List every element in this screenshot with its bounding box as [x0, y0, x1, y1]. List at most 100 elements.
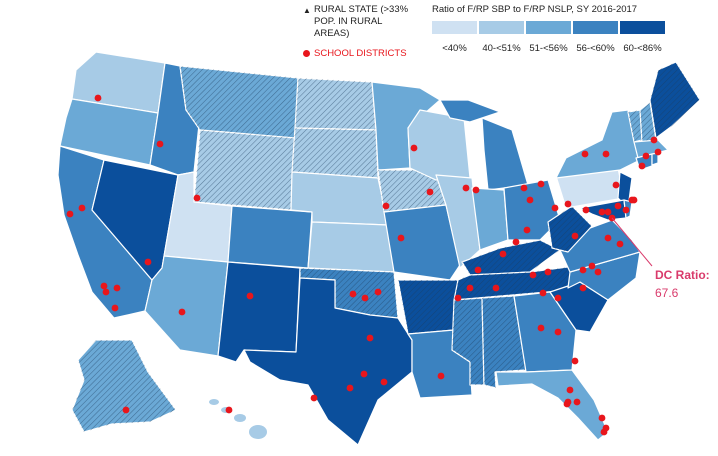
school-district-marker[interactable] — [499, 250, 507, 258]
school-district-marker[interactable] — [474, 266, 482, 274]
school-district-marker[interactable] — [246, 292, 254, 300]
school-district-marker[interactable] — [654, 148, 662, 156]
school-district-marker[interactable] — [520, 184, 528, 192]
school-district-marker[interactable] — [462, 184, 470, 192]
legend-swatch — [432, 21, 477, 34]
school-district-marker[interactable] — [382, 202, 390, 210]
school-district-marker[interactable] — [512, 238, 520, 246]
state-missouri[interactable] — [383, 204, 461, 281]
legend-swatch — [479, 21, 524, 34]
school-district-marker[interactable] — [111, 304, 119, 312]
school-district-marker[interactable] — [554, 328, 562, 336]
school-district-marker[interactable] — [122, 406, 130, 414]
school-district-marker[interactable] — [310, 394, 318, 402]
school-district-marker[interactable] — [602, 150, 610, 158]
school-district-marker[interactable] — [144, 258, 152, 266]
school-district-marker[interactable] — [374, 288, 382, 296]
state-michigan-up[interactable] — [439, 99, 501, 123]
district-legend-label: SCHOOL DISTRICTS — [314, 48, 407, 59]
state-hawaii[interactable] — [209, 399, 267, 439]
school-district-marker[interactable] — [472, 186, 480, 194]
school-district-marker[interactable] — [178, 308, 186, 316]
school-district-marker[interactable] — [594, 268, 602, 276]
school-district-marker[interactable] — [537, 324, 545, 332]
school-district-marker[interactable] — [638, 162, 646, 170]
school-district-marker[interactable] — [526, 196, 534, 204]
state-massachusetts[interactable] — [633, 139, 669, 159]
school-district-marker[interactable] — [554, 294, 562, 302]
state-florida[interactable] — [495, 369, 609, 441]
school-district-marker[interactable] — [604, 208, 612, 216]
school-district-marker[interactable] — [581, 150, 589, 158]
school-district-marker[interactable] — [349, 290, 357, 298]
school-district-marker[interactable] — [466, 284, 474, 292]
state-new-mexico[interactable] — [217, 261, 301, 363]
school-district-marker[interactable] — [571, 357, 579, 365]
school-district-marker[interactable] — [193, 194, 201, 202]
school-district-marker[interactable] — [566, 386, 574, 394]
school-district-marker[interactable] — [225, 406, 233, 414]
school-district-marker[interactable] — [78, 204, 86, 212]
school-district-marker[interactable] — [573, 398, 581, 406]
school-district-marker[interactable] — [598, 414, 606, 422]
school-district-marker[interactable] — [102, 288, 110, 296]
red-dot-icon — [303, 50, 310, 57]
legend-rural-state: ▲ RURAL STATE (>33% POP. IN RURAL AREAS)… — [300, 4, 410, 60]
school-district-marker[interactable] — [571, 232, 579, 240]
school-district-marker[interactable] — [529, 271, 537, 279]
dc-callout: DC Ratio: 67.6 — [655, 268, 710, 300]
school-district-marker[interactable] — [582, 206, 590, 214]
school-district-marker[interactable] — [579, 266, 587, 274]
school-district-marker[interactable] — [156, 140, 164, 148]
school-district-marker[interactable] — [537, 180, 545, 188]
school-district-marker[interactable] — [622, 206, 630, 214]
rural-legend-label: RURAL STATE (>33% POP. IN RURAL AREAS) — [314, 4, 409, 39]
school-district-marker[interactable] — [410, 144, 418, 152]
school-district-marker[interactable] — [604, 234, 612, 242]
state-new-york[interactable] — [555, 109, 641, 179]
school-district-marker[interactable] — [100, 282, 108, 290]
dc-callout-label: DC Ratio: — [655, 268, 710, 282]
school-district-marker[interactable] — [564, 398, 572, 406]
school-district-marker[interactable] — [66, 210, 74, 218]
legend-bin-label: <40% — [442, 43, 467, 54]
legend-bin-label: 51-<56% — [529, 43, 568, 54]
school-district-marker[interactable] — [94, 94, 102, 102]
school-district-marker[interactable] — [642, 152, 650, 160]
school-district-marker[interactable] — [650, 136, 658, 144]
school-district-marker[interactable] — [616, 240, 624, 248]
school-district-marker[interactable] — [544, 268, 552, 276]
school-district-marker[interactable] — [600, 428, 608, 436]
school-district-marker[interactable] — [630, 196, 638, 204]
legend-bin-label: 56-<60% — [576, 43, 615, 54]
school-district-marker[interactable] — [454, 294, 462, 302]
legend-bin-label: 60-<86% — [623, 43, 662, 54]
school-district-marker[interactable] — [437, 372, 445, 380]
state-michigan[interactable] — [481, 117, 529, 191]
state-kansas[interactable] — [307, 221, 395, 273]
school-district-marker[interactable] — [113, 284, 121, 292]
state-oregon[interactable] — [59, 98, 159, 166]
school-district-marker[interactable] — [564, 200, 572, 208]
school-district-marker[interactable] — [346, 384, 354, 392]
school-district-marker[interactable] — [492, 284, 500, 292]
school-district-marker[interactable] — [426, 188, 434, 196]
school-district-marker[interactable] — [598, 208, 606, 216]
school-district-marker[interactable] — [523, 226, 531, 234]
school-district-marker[interactable] — [551, 204, 559, 212]
state-texas[interactable] — [243, 277, 413, 446]
school-district-marker[interactable] — [614, 202, 622, 210]
legend-ratio: Ratio of F/RP SBP to F/RP NSLP, SY 2016-… — [432, 4, 712, 54]
school-district-marker[interactable] — [380, 378, 388, 386]
school-district-marker[interactable] — [588, 262, 596, 270]
school-district-marker[interactable] — [361, 294, 369, 302]
school-district-marker[interactable] — [366, 334, 374, 342]
school-district-marker[interactable] — [397, 234, 405, 242]
school-district-marker[interactable] — [579, 284, 587, 292]
legend-labels: <40% 40-<51% 51-<56% 56-<60% 60-<86% — [432, 43, 712, 54]
school-district-marker[interactable] — [360, 370, 368, 378]
state-colorado[interactable] — [227, 205, 313, 269]
school-district-marker[interactable] — [539, 289, 547, 297]
school-district-marker[interactable] — [612, 181, 620, 189]
